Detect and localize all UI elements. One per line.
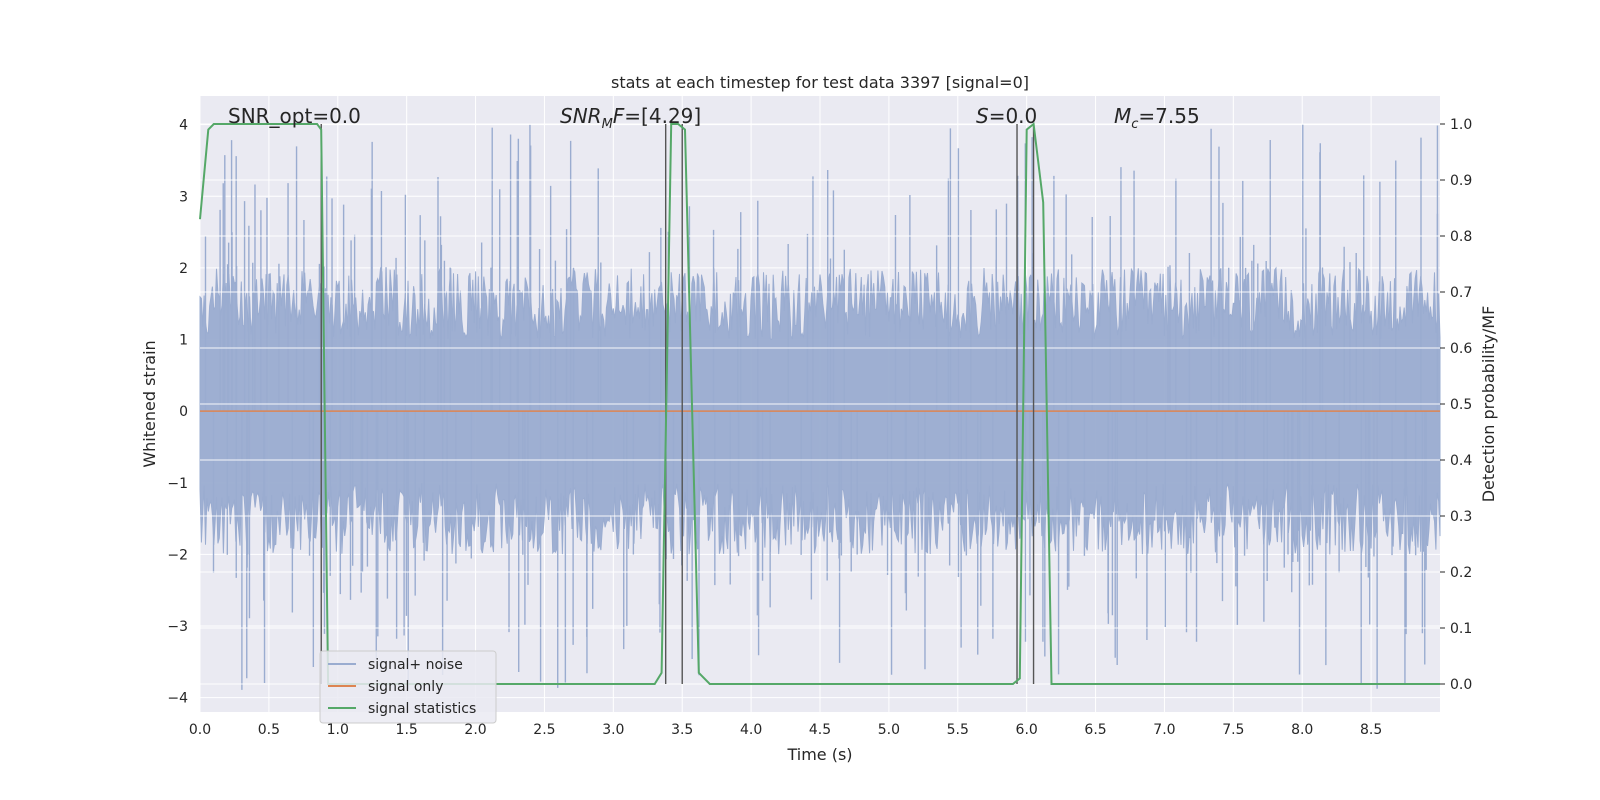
y-left-tick-label: 0 xyxy=(179,404,188,420)
x-tick-label: 1.0 xyxy=(327,722,349,738)
y-right-tick-label: 0.4 xyxy=(1450,453,1472,469)
y-left-tick-label: 3 xyxy=(179,189,188,205)
x-tick-label: 7.5 xyxy=(1222,722,1244,738)
y-right-tick-label: 0.1 xyxy=(1450,621,1472,637)
y-left-axis-label: Whitened strain xyxy=(140,340,159,467)
x-tick-label: 2.5 xyxy=(533,722,555,738)
y-right-tick-labels: 1.0 0.9 0.8 0.7 0.6 0.5 0.4 0.3 0.2 0.1 0.0 xyxy=(1440,117,1472,693)
y-left-tick-label: 1 xyxy=(179,333,188,349)
x-tick-label: 4.0 xyxy=(740,722,762,738)
x-tick-label: 3.0 xyxy=(602,722,624,738)
y-right-tick-label: 0.8 xyxy=(1450,229,1472,245)
x-tick-label: 5.0 xyxy=(878,722,900,738)
legend-label-signal: signal only xyxy=(368,679,443,695)
x-tick-label: 8.0 xyxy=(1291,722,1313,738)
y-right-tick-label: 0.7 xyxy=(1450,285,1472,301)
y-right-tick-label: 0.9 xyxy=(1450,173,1472,189)
y-left-tick-label: −2 xyxy=(167,547,188,563)
y-right-tick-label: 0.2 xyxy=(1450,565,1472,581)
x-tick-label: 7.0 xyxy=(1153,722,1175,738)
y-left-tick-labels: 4 3 2 1 0 −1 −2 −3 −4 xyxy=(167,118,188,707)
y-left-tick-label: −4 xyxy=(167,691,188,707)
x-tick-label: 0.0 xyxy=(189,722,211,738)
y-left-tick-label: −1 xyxy=(167,476,188,492)
y-left-tick-label: −3 xyxy=(167,619,188,635)
x-tick-label: 8.5 xyxy=(1360,722,1382,738)
annotation-mc: Mc=7.55 xyxy=(1114,104,1200,132)
x-tick-label: 0.5 xyxy=(258,722,280,738)
annotation-s: S=0.0 xyxy=(976,104,1037,128)
x-tick-labels: 0.0 0.5 1.0 1.5 2.0 2.5 3.0 3.5 4.0 4.5 5.0 5.5 6.0 6… xyxy=(189,722,1382,738)
y-right-tick-label: 1.0 xyxy=(1450,117,1472,133)
annotation-s-value: =0.0 xyxy=(989,104,1038,128)
x-tick-label: 4.5 xyxy=(809,722,831,738)
x-axis-label: Time (s) xyxy=(786,745,852,764)
signal-statistics-line xyxy=(199,122,1440,685)
signal-statistics-series xyxy=(199,122,1440,685)
y-right-tick-label: 0.5 xyxy=(1450,397,1472,413)
y-left-tick-label: 4 xyxy=(179,118,188,134)
annotation-snr-mf-value: =[4.29] xyxy=(624,104,701,128)
annotation-mc-value: =7.55 xyxy=(1138,104,1199,128)
annotation-snr-opt: SNR_opt=0.0 xyxy=(228,104,361,128)
chart-title: stats at each timestep for test data 339… xyxy=(611,73,1029,92)
x-tick-label: 5.5 xyxy=(947,722,969,738)
x-tick-label: 6.5 xyxy=(1084,722,1106,738)
legend: signal+ noise signal only signal statist… xyxy=(319,650,497,724)
x-tick-label: 2.0 xyxy=(464,722,486,738)
y-right-axis-label: Detection probability/MF xyxy=(1479,306,1498,503)
legend-box xyxy=(319,650,497,724)
x-tick-label: 1.5 xyxy=(396,722,418,738)
y-right-tick-label: 0.3 xyxy=(1450,509,1472,525)
y-right-tick-label: 0.6 xyxy=(1450,341,1472,357)
legend-label-stats: signal statistics xyxy=(368,701,476,717)
annotation-snr-mf: SNRMF=[4.29] xyxy=(560,104,701,132)
x-tick-label: 3.5 xyxy=(671,722,693,738)
y-right-tick-label: 0.0 xyxy=(1450,677,1472,693)
x-tick-label: 6.0 xyxy=(1016,722,1038,738)
legend-label-noise: signal+ noise xyxy=(368,657,463,673)
y-left-tick-label: 2 xyxy=(179,261,188,277)
